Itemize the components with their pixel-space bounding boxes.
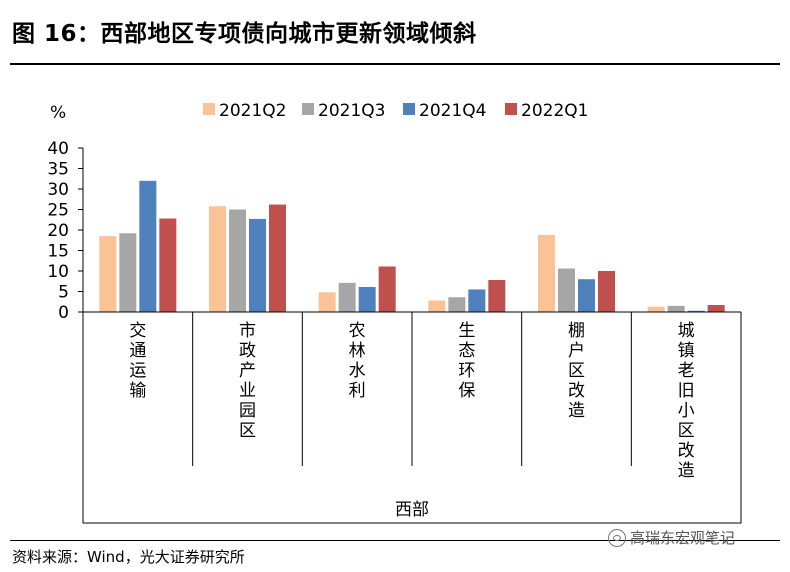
legend-label: 2022Q1 (521, 101, 588, 121)
bar-2021q3-1 (229, 209, 246, 312)
title-divider (10, 63, 780, 65)
y-tick-label: 0 (58, 303, 69, 323)
y-tick-label: 20 (47, 221, 69, 241)
legend-swatch (505, 103, 517, 115)
wechat-icon (608, 528, 626, 547)
y-tick-label: 30 (47, 180, 69, 200)
x-category-label: 生态环保 (458, 321, 475, 401)
x-axis: 西部 交通运输 市政产业园区 农林水利 生态环保 棚户区改造 城镇老旧小区改造 (82, 311, 742, 524)
y-tick-label: 35 (47, 160, 69, 180)
chart-legend: 2021Q2 2021Q3 2021Q4 2022Q1 (203, 101, 588, 121)
y-tick-label: 15 (47, 242, 69, 262)
y-tick-label: 5 (58, 283, 69, 303)
legend-label: 2021Q2 (219, 101, 286, 121)
watermark-text: 高瑞东宏观笔记 (630, 529, 736, 547)
bar-2021q4-2 (358, 286, 376, 312)
bar-2021q2-0 (99, 236, 117, 312)
bar-2021q3-4 (558, 268, 575, 312)
bar-series (99, 180, 725, 312)
legend-swatch (403, 103, 415, 115)
bar-2021q2-3 (428, 300, 446, 312)
bar-2021q3-2 (338, 282, 356, 312)
bar-2021q4-0 (139, 180, 157, 312)
legend-swatch (302, 103, 314, 115)
footer-divider (10, 540, 780, 541)
bar-2021q4-3 (468, 289, 486, 312)
bar-2022q1-3 (488, 280, 506, 312)
bar-2022q1-5 (707, 305, 725, 312)
bar-2021q3-3 (448, 297, 466, 312)
bar-2021q2-2 (318, 292, 336, 312)
x-group-label: 西部 (395, 500, 429, 520)
bar-2022q1-0 (159, 218, 177, 312)
x-category-label: 城镇老旧小区改造 (678, 321, 695, 481)
bar-2021q2-4 (538, 234, 555, 312)
bar-2021q2-1 (209, 206, 226, 312)
bar-2021q3-0 (119, 233, 137, 312)
bar-2022q1-4 (598, 271, 615, 312)
bar-2021q4-5 (687, 310, 705, 312)
x-category-label: 交通运输 (129, 321, 146, 401)
source-note: 资料来源：Wind，光大证券研究所 (12, 548, 245, 566)
y-axis-unit-label: % (50, 103, 66, 123)
x-category-label: 农林水利 (349, 321, 366, 401)
watermark: 高瑞东宏观笔记 (608, 527, 735, 548)
bar-2021q2-5 (647, 306, 665, 312)
x-category-label: 棚户区改造 (568, 321, 585, 421)
x-category-label: 市政产业园区 (239, 321, 256, 441)
bar-2022q1-2 (378, 266, 396, 312)
bar-2021q4-1 (249, 218, 266, 312)
legend-swatch (203, 103, 215, 115)
y-tick-label: 25 (47, 201, 69, 221)
legend-label: 2021Q4 (419, 101, 486, 121)
y-tick-label: 10 (47, 262, 69, 282)
bar-2022q1-1 (269, 204, 286, 312)
bar-2021q3-5 (667, 305, 685, 312)
y-tick-label: 40 (47, 139, 69, 159)
figure-title: 图 16：西部地区专项债向城市更新领域倾斜 (12, 21, 477, 47)
bar-2021q4-4 (578, 279, 595, 312)
legend-label: 2021Q3 (318, 101, 385, 121)
